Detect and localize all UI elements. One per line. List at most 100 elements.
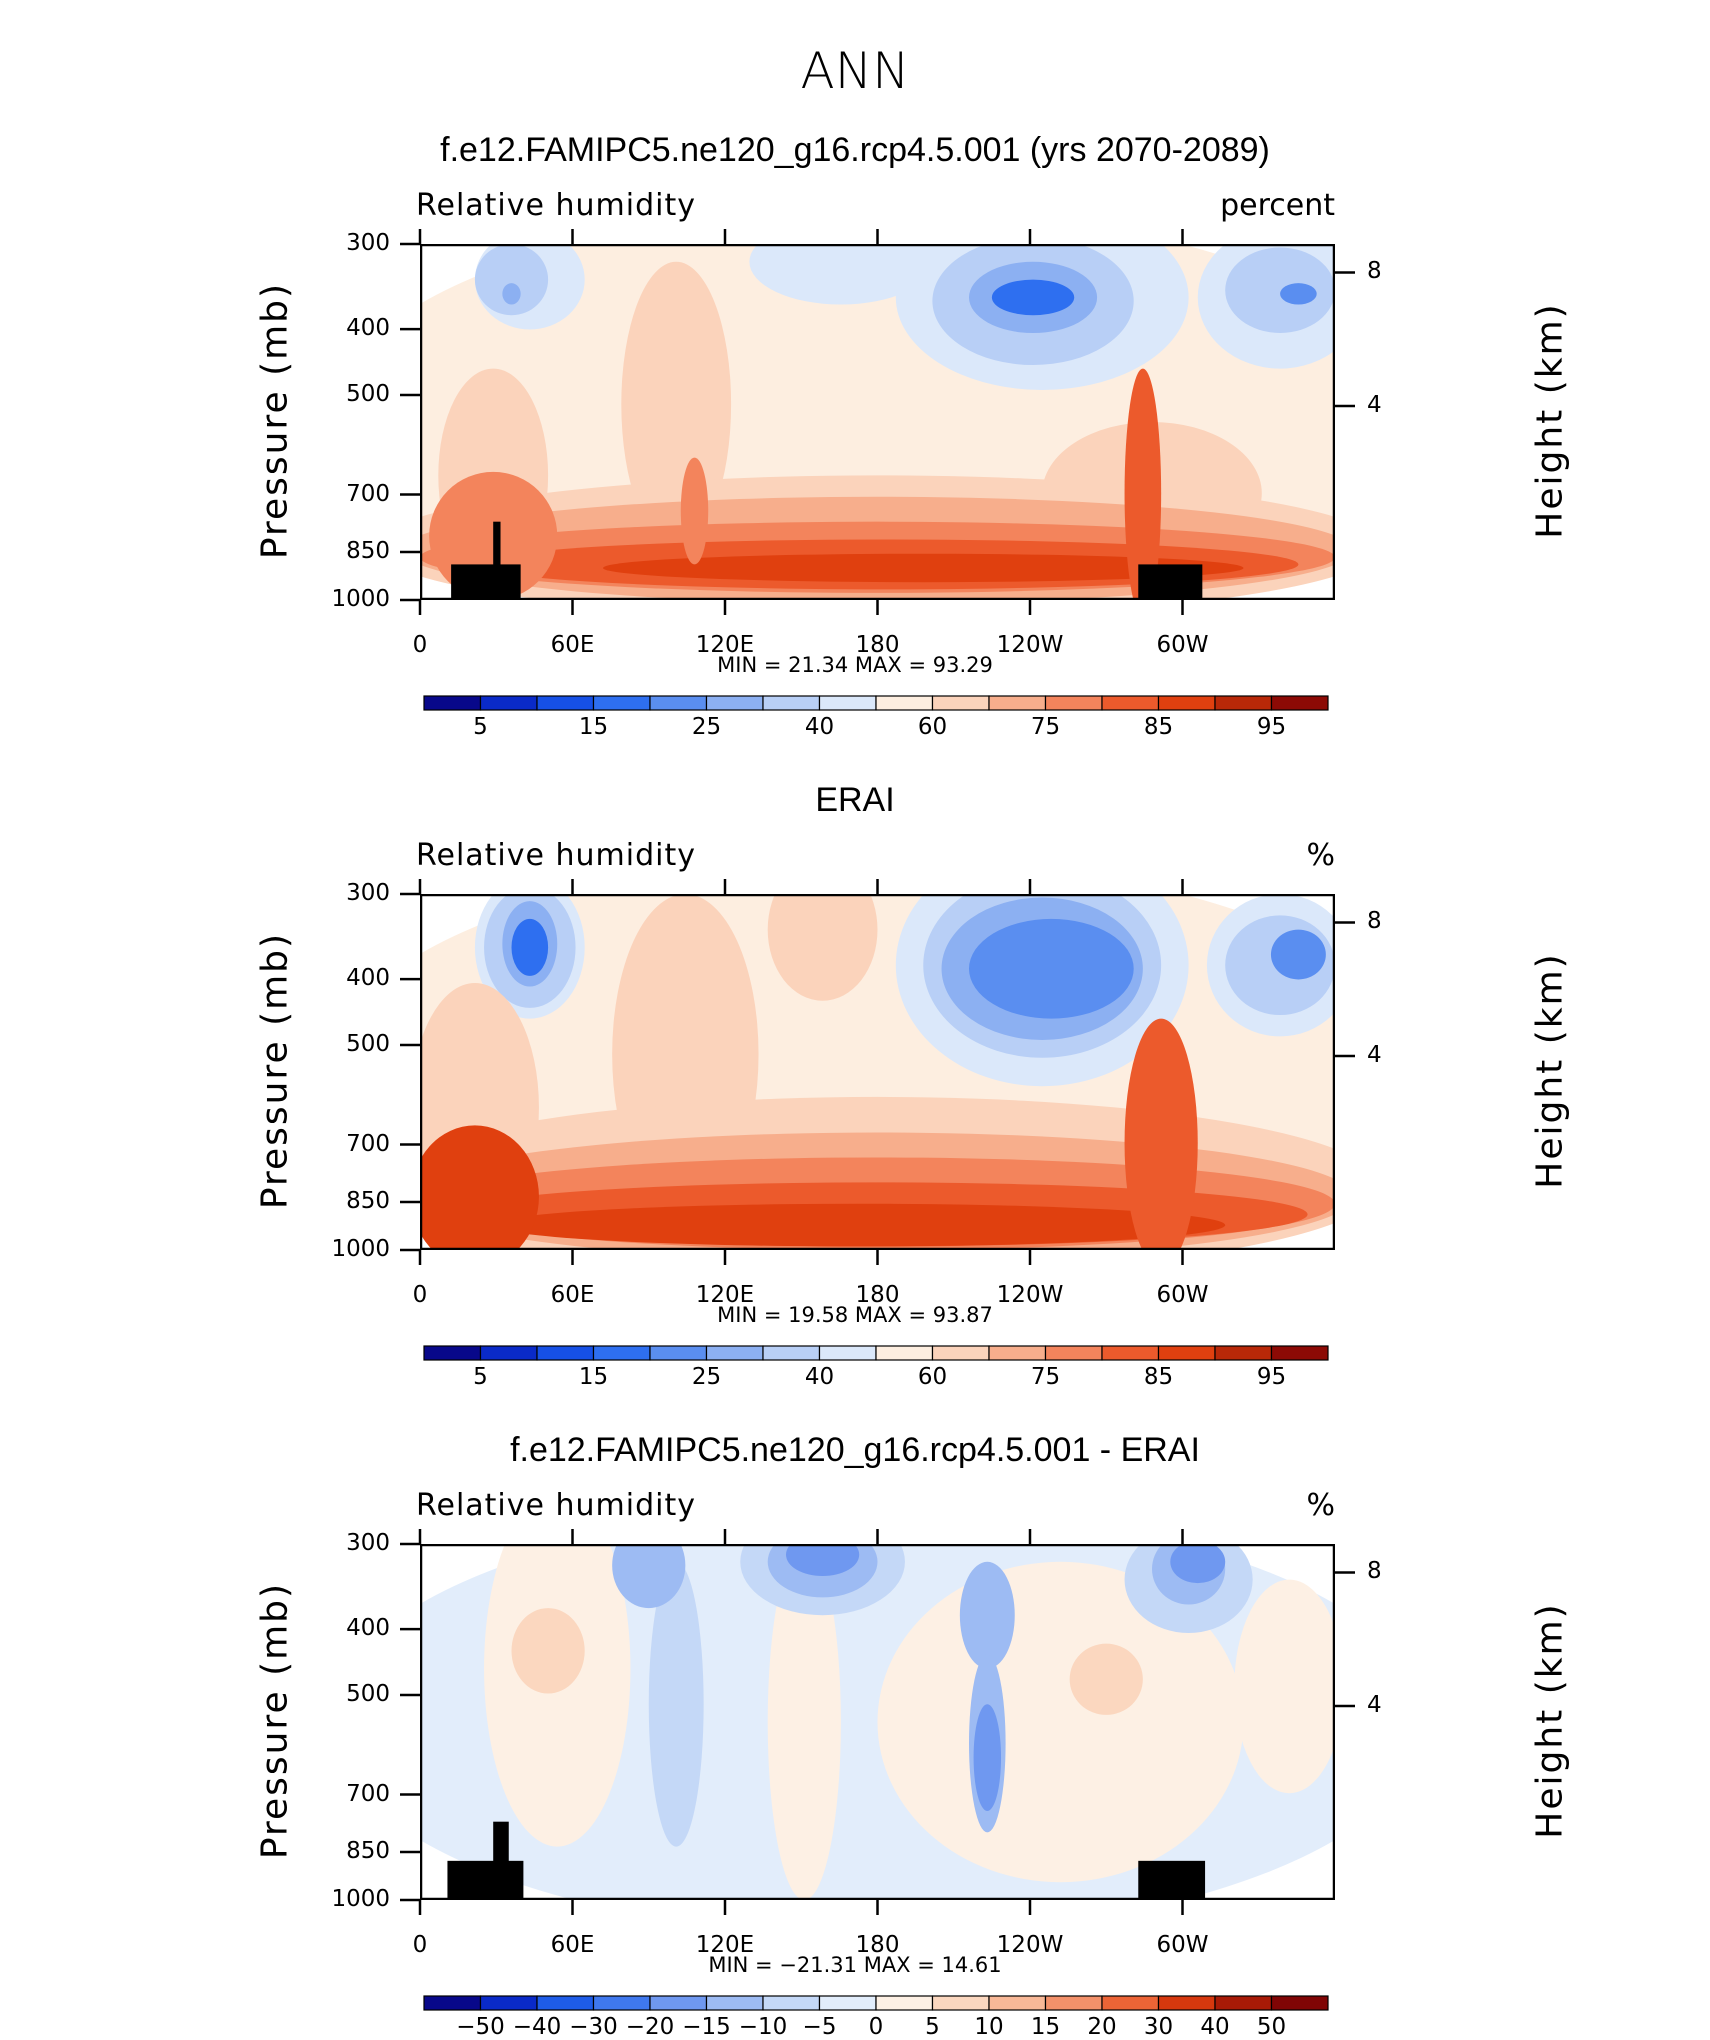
colorbar-label: 95 — [1256, 714, 1287, 740]
colorbar-label: −40 — [512, 2014, 562, 2040]
contour-region — [1170, 1544, 1226, 1584]
colorbar-label: 40 — [1200, 2014, 1230, 2040]
x-tick-label: 120W — [996, 1932, 1064, 1958]
topography-mask — [1138, 1860, 1206, 1900]
contour-region — [973, 1704, 1002, 1811]
axis-ticks — [400, 1529, 1355, 1915]
colorbar — [423, 1345, 1329, 1361]
contour-region — [1270, 929, 1326, 980]
contour-plot — [420, 894, 1335, 1250]
colorbar-label: −30 — [569, 2014, 618, 2040]
y2-tick-label: 8 — [1367, 258, 1382, 285]
colorbar-swatch — [1157, 1995, 1216, 2011]
x-tick-label: 180 — [855, 1932, 900, 1958]
colorbar-swatch — [931, 1345, 990, 1361]
colorbar-swatch — [1101, 1345, 1160, 1361]
colorbar-label: 40 — [804, 1364, 835, 1390]
panel-title: f.e12.FAMIPC5.ne120_g16.rcp4.5.001 (yrs … — [440, 131, 1270, 169]
y2-tick-label: 4 — [1367, 1691, 1382, 1718]
x-tick-label: 60E — [550, 632, 595, 658]
colorbar-swatch — [1101, 695, 1160, 711]
panel-title: f.e12.FAMIPC5.ne120_g16.rcp4.5.001 - ERA… — [510, 1431, 1200, 1469]
colorbar-label: 20 — [1087, 2014, 1117, 2040]
colorbar-swatch — [762, 1345, 821, 1361]
x-tick-label: 120W — [996, 632, 1064, 658]
topography-mask — [1138, 564, 1203, 600]
colorbar-swatch — [818, 1995, 877, 2011]
colorbar-label: 60 — [917, 714, 948, 740]
topography-mask — [493, 521, 501, 600]
colorbar-swatch — [705, 1995, 764, 2011]
colorbar-swatch — [649, 1995, 708, 2011]
contour-region — [749, 244, 933, 305]
colorbar-label: 10 — [974, 2014, 1004, 2040]
colorbar-swatch — [1270, 1345, 1329, 1361]
contour-region — [680, 457, 709, 565]
colorbar-swatch — [649, 1345, 708, 1361]
x-tick-label: 120E — [695, 1932, 755, 1958]
contour-region — [991, 279, 1075, 316]
colorbar-label: 25 — [691, 714, 722, 740]
contour-region — [612, 1544, 686, 1609]
contour-region — [603, 553, 1244, 583]
colorbar-swatch — [592, 1995, 651, 2011]
contour-region — [1280, 283, 1317, 305]
y-axis-title: Pressure (mb) — [254, 1581, 296, 1860]
x-tick-label: 120W — [996, 1282, 1064, 1308]
colorbar-swatch — [423, 695, 482, 711]
contour-region — [493, 1203, 1226, 1247]
colorbar-label: 15 — [1030, 2014, 1061, 2040]
contour-region — [511, 1608, 585, 1694]
contour-region — [969, 918, 1134, 1019]
contour-region — [767, 1544, 841, 1900]
colorbar-swatch — [479, 1995, 538, 2011]
colorbar-swatch — [931, 695, 990, 711]
colorbar-label: −50 — [456, 2014, 505, 2040]
colorbar-swatch — [1270, 1995, 1329, 2011]
y2-axis-title: Height (km) — [1529, 952, 1571, 1189]
colorbar — [423, 695, 1329, 711]
topography-mask — [451, 564, 521, 600]
colorbar-swatch — [649, 695, 708, 711]
colorbar-label: 40 — [804, 714, 835, 740]
contour-region — [420, 1125, 539, 1250]
colorbar-swatch — [1214, 1995, 1273, 2011]
min-max-label: MIN = 19.58 MAX = 93.87 — [717, 1303, 993, 1327]
x-tick-label: 60E — [550, 1932, 595, 1958]
plot-frame — [420, 894, 1335, 1250]
contour-region — [502, 283, 521, 305]
y-tick-label: 850 — [346, 1837, 390, 1864]
y-tick-label: 300 — [346, 880, 390, 906]
colorbar-swatch — [988, 695, 1047, 711]
plot-frame — [420, 244, 1335, 600]
colorbar-swatch — [423, 1345, 482, 1361]
colorbar-swatch — [875, 1345, 934, 1361]
y2-tick-label: 4 — [1367, 391, 1382, 418]
colorbar-label: 85 — [1143, 1364, 1174, 1390]
y-tick-label: 1000 — [331, 1886, 390, 1912]
axis-ticks — [400, 879, 1355, 1265]
colorbar-label: −10 — [738, 2014, 788, 2040]
colorbar-label: 0 — [868, 2014, 884, 2040]
contour-region — [767, 894, 878, 1001]
colorbar-swatch — [818, 695, 877, 711]
colorbar-swatch — [762, 695, 821, 711]
contour-region — [1124, 1018, 1198, 1250]
colorbar-swatch — [536, 695, 595, 711]
colorbar-swatch — [762, 1995, 821, 2011]
colorbar-swatch — [988, 1345, 1047, 1361]
colorbar-swatch — [1214, 1345, 1273, 1361]
y-tick-label: 850 — [346, 1187, 390, 1214]
x-tick-label: 60W — [1156, 1282, 1209, 1308]
colorbar-label: 95 — [1256, 1364, 1287, 1390]
contour-region — [484, 1544, 631, 1847]
unit-label: % — [1306, 1488, 1335, 1523]
y-tick-label: 500 — [346, 1681, 390, 1708]
colorbar-swatch — [988, 1995, 1047, 2011]
colorbar-swatch — [875, 695, 934, 711]
unit-label: % — [1306, 838, 1335, 873]
colorbar-swatch — [1270, 695, 1329, 711]
y-tick-label: 500 — [346, 1031, 390, 1058]
colorbar-swatch — [705, 1345, 764, 1361]
x-tick-label: 60W — [1156, 1932, 1209, 1958]
